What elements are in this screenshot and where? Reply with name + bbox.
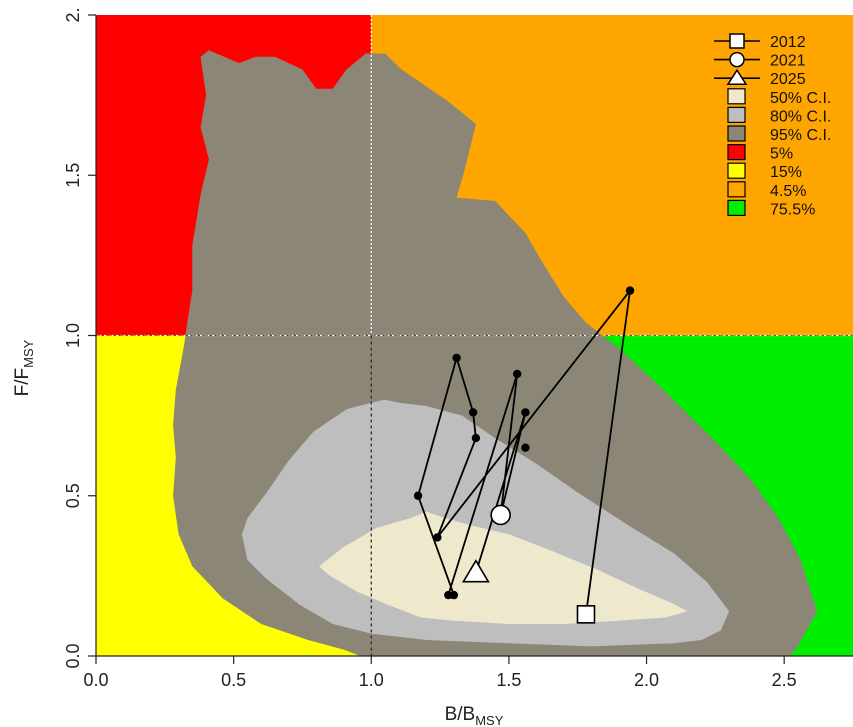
y-tick-label: 1.0 — [63, 323, 83, 348]
y-tick-label: 1.5 — [63, 163, 83, 188]
marker-2012-square — [576, 605, 596, 624]
legend-swatch — [727, 125, 746, 142]
trajectory-point — [625, 286, 635, 295]
trajectory-point — [413, 491, 423, 500]
highlighted-points — [461, 504, 596, 624]
legend-item: 50% C.I. — [727, 88, 831, 107]
legend-label: 15% — [770, 164, 802, 181]
x-axis-label-main: B/B — [445, 704, 476, 725]
legend-label: 2021 — [770, 53, 806, 70]
legend-item: 75.5% — [727, 199, 815, 218]
legend-swatch — [727, 199, 746, 216]
trajectory-point — [521, 443, 530, 452]
region-50ci — [319, 511, 688, 624]
legend-triangle-marker — [726, 68, 748, 85]
trajectory-point — [471, 433, 481, 443]
legend-item: 15% — [727, 162, 802, 181]
x-axis-label-sub: MSY — [475, 713, 504, 727]
x-axis-label: B/BMSY — [445, 704, 504, 727]
trajectory-point — [468, 408, 478, 417]
legend-swatch — [727, 144, 746, 161]
legend-label: 50% C.I. — [770, 90, 831, 107]
legend-swatch — [727, 106, 746, 124]
legend-label: 95% C.I. — [770, 127, 831, 144]
legend-item: 2025 — [714, 68, 806, 88]
legend-label: 75.5% — [770, 201, 815, 218]
y-axis-label-main: F/F — [12, 368, 33, 397]
legend-square-marker — [729, 33, 745, 49]
x-tick-label: 2.0 — [634, 670, 659, 690]
y-ticks: 0.0 0.5 1.0 1.5 2. — [63, 7, 96, 669]
y-axis-label-sub: MSY — [21, 339, 36, 368]
trajectory-point — [512, 369, 522, 379]
x-tick-label: 1.5 — [496, 670, 521, 690]
legend-swatch — [727, 88, 746, 105]
y-tick-label: 2. — [63, 7, 83, 22]
trajectory-point — [452, 353, 461, 363]
confidence-regions — [173, 50, 818, 656]
legend-circle-marker — [729, 51, 745, 68]
trajectory-point — [521, 408, 530, 417]
marker-2021-circle — [490, 504, 511, 526]
x-tick-label: 0.5 — [221, 670, 246, 690]
y-tick-label: 0.0 — [63, 643, 83, 668]
x-tick-label: 1.0 — [359, 670, 384, 690]
x-tick-label: 2.5 — [772, 670, 797, 690]
reference-lines — [96, 15, 853, 656]
trajectory-point — [433, 533, 442, 542]
legend-swatch — [727, 162, 746, 179]
legend-item: 2012 — [714, 33, 806, 51]
legend-label: 80% C.I. — [770, 108, 831, 125]
legend-label: 2012 — [770, 34, 806, 51]
axes: 0.0 0.5 1.0 1.5 2.0 2.5 0.0 0.5 1.0 1.5 2. — [63, 7, 853, 690]
legend-item: 2021 — [714, 51, 806, 70]
y-axis-label: F/FMSY — [12, 339, 36, 396]
legend-item: 80% C.I. — [727, 106, 831, 125]
legend-label: 4.5% — [770, 183, 806, 200]
legend-item: 4.5% — [727, 181, 806, 200]
x-tick-label: 0.0 — [83, 670, 108, 690]
legend-item: 5% — [727, 144, 793, 163]
trajectory-point — [444, 590, 453, 600]
marker-2025-triangle — [461, 559, 490, 583]
y-tick-label: 0.5 — [63, 483, 83, 508]
x-ticks: 0.0 0.5 1.0 1.5 2.0 2.5 — [83, 656, 797, 690]
legend-label: 5% — [770, 146, 793, 163]
legend-swatch — [727, 181, 746, 198]
legend-item: 95% C.I. — [727, 125, 831, 144]
legend-label: 2025 — [770, 71, 806, 88]
